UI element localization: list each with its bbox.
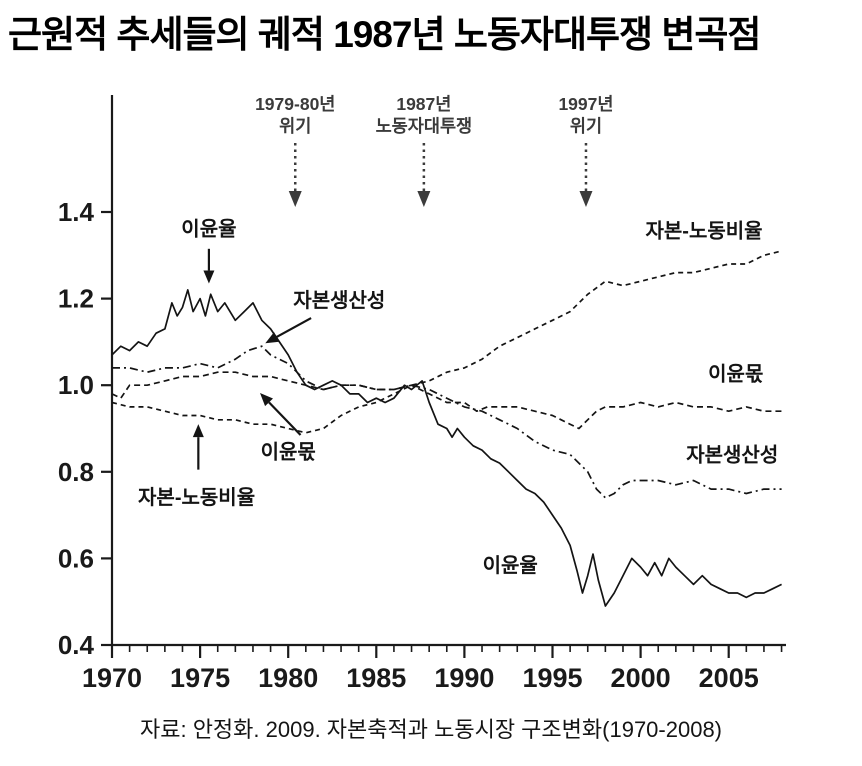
label-arrowhead-profit-share-left	[260, 392, 273, 407]
series-profit-share	[111, 371, 782, 430]
annotation-text-crisis-1997: 1997년	[558, 94, 613, 114]
label-arrowhead-capital-productivity-left	[265, 332, 280, 344]
x-tick-label: 2000	[611, 663, 671, 693]
axes	[110, 95, 786, 647]
x-tick-label: 1985	[346, 663, 406, 693]
x-tick-label: 1980	[258, 663, 318, 693]
x-tick-label: 2005	[699, 663, 759, 693]
y-tick-label: 1.2	[58, 284, 94, 314]
y-tick-label: 0.8	[58, 457, 94, 487]
label-arrowhead-capital-labor-left	[192, 424, 204, 438]
series-label-profit-share-right: 이윤몫	[708, 362, 763, 385]
x-tick-label: 1975	[170, 663, 230, 693]
series-label-profit-rate-right: 이윤율	[483, 554, 538, 577]
source-caption: 자료: 안정화. 2009. 자본축적과 노동시장 구조변화(1970-2008…	[139, 717, 723, 742]
series-label-capital-productivity-right: 자본생산성	[686, 443, 778, 466]
annotation-arrowhead-crisis-1997	[579, 191, 593, 207]
x-tick-label: 1995	[522, 663, 582, 693]
label-arrowhead-profit-rate-left	[203, 270, 215, 284]
y-tick-label: 1.0	[58, 370, 94, 400]
x-tick-label: 1990	[434, 663, 494, 693]
annotation-arrowhead-crisis-1979-80	[288, 191, 302, 207]
series-label-capital-labor-left: 자본-노동비율	[138, 486, 255, 509]
label-arrow-profit-share-left	[268, 401, 302, 436]
series-capital-labor-ratio	[111, 250, 782, 434]
annotation-text-crisis-1997: 위기	[570, 116, 602, 136]
series-label-profit-rate-left: 이윤율	[181, 217, 236, 240]
series-label-capital-labor-right: 자본-노동비율	[646, 219, 763, 242]
annotation-text-crisis-1979-80: 위기	[279, 116, 311, 136]
annotation-text-crisis-1979-80: 1979-80년	[255, 94, 335, 114]
chart-title: 근원적 추세들의 궤적 1987년 노동자대투쟁 변곡점	[8, 14, 761, 55]
y-tick-label: 0.6	[58, 543, 94, 573]
annotation-text-labor-struggle-1987: 1987년	[396, 94, 451, 114]
series-profit-rate	[111, 289, 782, 607]
series-label-capital-productivity-left: 자본생산성	[293, 289, 385, 312]
series-label-profit-share-left: 이윤몫	[261, 440, 316, 463]
label-arrow-capital-productivity-left	[276, 317, 312, 338]
annotation-text-labor-struggle-1987: 노동자대투쟁	[376, 116, 473, 136]
y-tick-label: 1.4	[58, 197, 95, 227]
annotation-arrowhead-labor-struggle-1987	[417, 191, 431, 207]
series-capital-productivity	[112, 345, 782, 499]
y-tick-label: 0.4	[58, 630, 95, 660]
x-tick-label: 1970	[82, 663, 142, 693]
